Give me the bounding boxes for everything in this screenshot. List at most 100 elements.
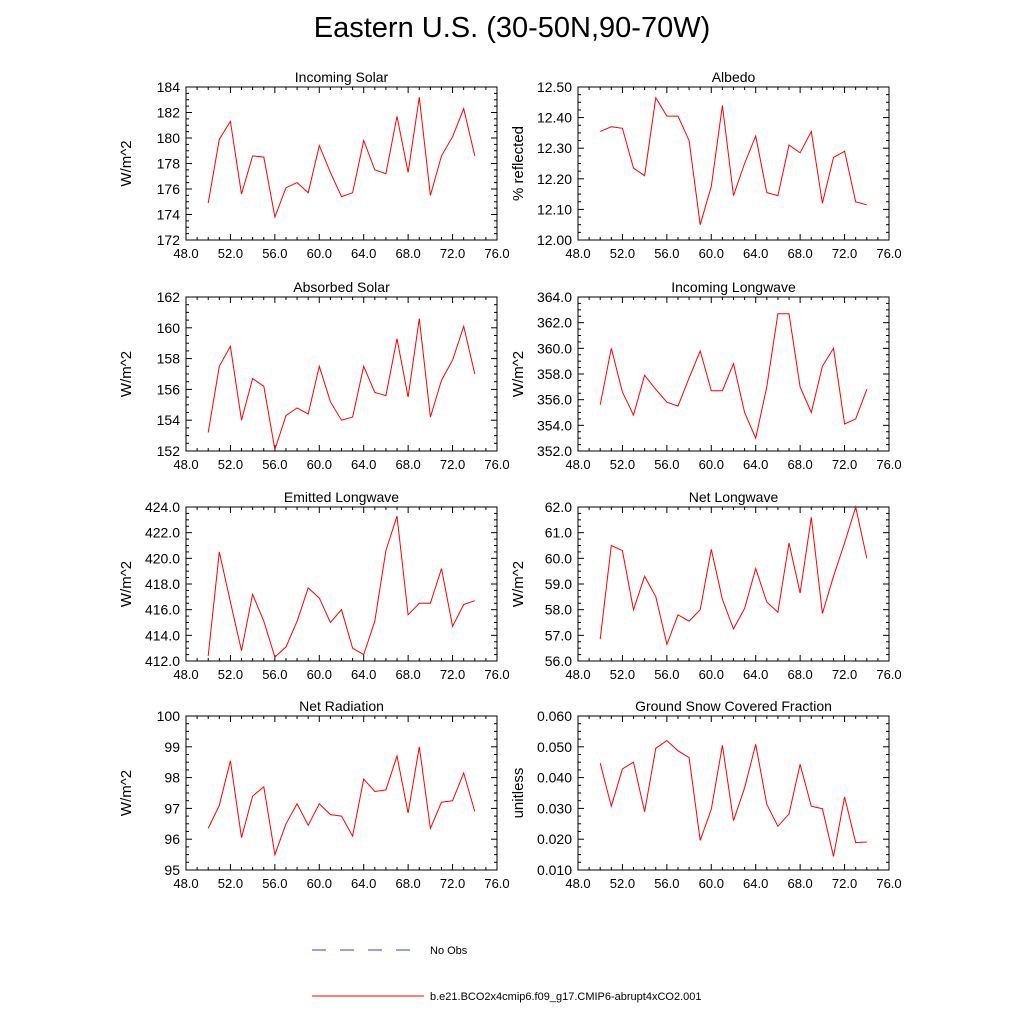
data-point (655, 748, 656, 749)
x-tick-label: 52.0 (610, 667, 635, 682)
data-point (308, 192, 309, 193)
data-point (441, 568, 442, 569)
data-point (319, 803, 320, 804)
data-point (241, 420, 242, 421)
data-point (219, 805, 220, 806)
x-tick-label: 48.0 (565, 876, 590, 891)
y-tick-label: 96 (164, 831, 180, 847)
data-point (600, 131, 601, 132)
y-axis-label: W/m^2 (118, 770, 135, 816)
data-point (600, 763, 601, 764)
data-point (263, 157, 264, 158)
data-point (733, 195, 734, 196)
data-point (374, 169, 375, 170)
data-point (633, 762, 634, 763)
data-point (441, 155, 442, 156)
x-tick-label: 56.0 (654, 457, 679, 472)
data-point (308, 587, 309, 588)
y-tick-label: 0.050 (537, 739, 572, 755)
data-point (219, 139, 220, 140)
data-point (833, 576, 834, 577)
x-tick-label: 48.0 (173, 876, 198, 891)
x-tick-label: 48.0 (173, 246, 198, 261)
data-point (374, 791, 375, 792)
data-point (397, 116, 398, 117)
data-point (341, 609, 342, 610)
x-tick-label: 60.0 (699, 667, 724, 682)
data-point (622, 391, 623, 392)
y-tick-label: 418.0 (145, 576, 180, 592)
data-point (474, 155, 475, 156)
data-point (230, 760, 231, 761)
y-tick-label: 414.0 (145, 627, 180, 643)
y-tick-label: 360.0 (537, 340, 572, 356)
data-point (777, 612, 778, 613)
y-tick-label: 356.0 (537, 392, 572, 408)
data-point (463, 108, 464, 109)
data-point (844, 542, 845, 543)
data-point (252, 594, 253, 595)
y-tick-label: 176 (157, 181, 181, 197)
data-point (622, 550, 623, 551)
data-point (666, 740, 667, 741)
x-tick-label: 56.0 (262, 457, 287, 472)
x-tick-label: 76.0 (484, 457, 509, 472)
data-point (374, 621, 375, 622)
x-tick-label: 60.0 (699, 457, 724, 472)
y-tick-label: 154 (157, 412, 181, 428)
panel-7: Ground Snow Covered Fraction unitless 48.0… (510, 698, 902, 891)
data-point (655, 596, 656, 597)
data-point (363, 366, 364, 367)
data-point (844, 151, 845, 152)
y-tick-label: 0.010 (537, 862, 572, 878)
x-tick-label: 48.0 (565, 457, 590, 472)
y-tick-label: 12.00 (537, 232, 572, 248)
series-line (207, 515, 475, 659)
y-tick-label: 57.0 (545, 627, 572, 643)
x-tick-label: 64.0 (351, 457, 376, 472)
data-point (385, 789, 386, 790)
data-point (208, 828, 209, 829)
data-point (844, 424, 845, 425)
data-point (319, 598, 320, 599)
x-tick-label: 64.0 (351, 246, 376, 261)
data-point (777, 195, 778, 196)
x-tick-label: 76.0 (876, 876, 901, 891)
data-point (711, 390, 712, 391)
data-point (363, 779, 364, 780)
data-point (241, 650, 242, 651)
x-tick-label: 52.0 (218, 457, 243, 472)
data-point (297, 621, 298, 622)
x-tick-label: 48.0 (565, 246, 590, 261)
y-tick-label: 158 (157, 351, 181, 367)
data-point (866, 841, 867, 842)
panel-4: Emitted Longwave W/m^2 48.0 52.0 56.0 60.0 64.… (118, 489, 510, 682)
data-point (744, 608, 745, 609)
data-point (744, 163, 745, 164)
data-point (463, 604, 464, 605)
data-point (408, 397, 409, 398)
data-point (241, 837, 242, 838)
data-point (452, 800, 453, 801)
x-tick-label: 72.0 (832, 876, 857, 891)
data-point (655, 97, 656, 98)
panel-title: Ground Snow Covered Fraction (635, 698, 832, 714)
data-point (430, 417, 431, 418)
panel-title: Albedo (712, 69, 756, 85)
data-point (811, 517, 812, 518)
data-point (755, 568, 756, 569)
plot-frame (577, 296, 890, 452)
data-point (385, 173, 386, 174)
data-point (644, 375, 645, 376)
data-point (711, 809, 712, 810)
data-point (733, 628, 734, 629)
x-tick-label: 72.0 (440, 667, 465, 682)
plot-frame (185, 715, 498, 871)
data-point (263, 386, 264, 387)
data-point (319, 145, 320, 146)
panel-title: Incoming Longwave (671, 279, 796, 295)
data-point (252, 378, 253, 379)
y-axis-label: W/m^2 (118, 140, 135, 186)
x-tick-label: 68.0 (395, 876, 420, 891)
data-point (789, 813, 790, 814)
